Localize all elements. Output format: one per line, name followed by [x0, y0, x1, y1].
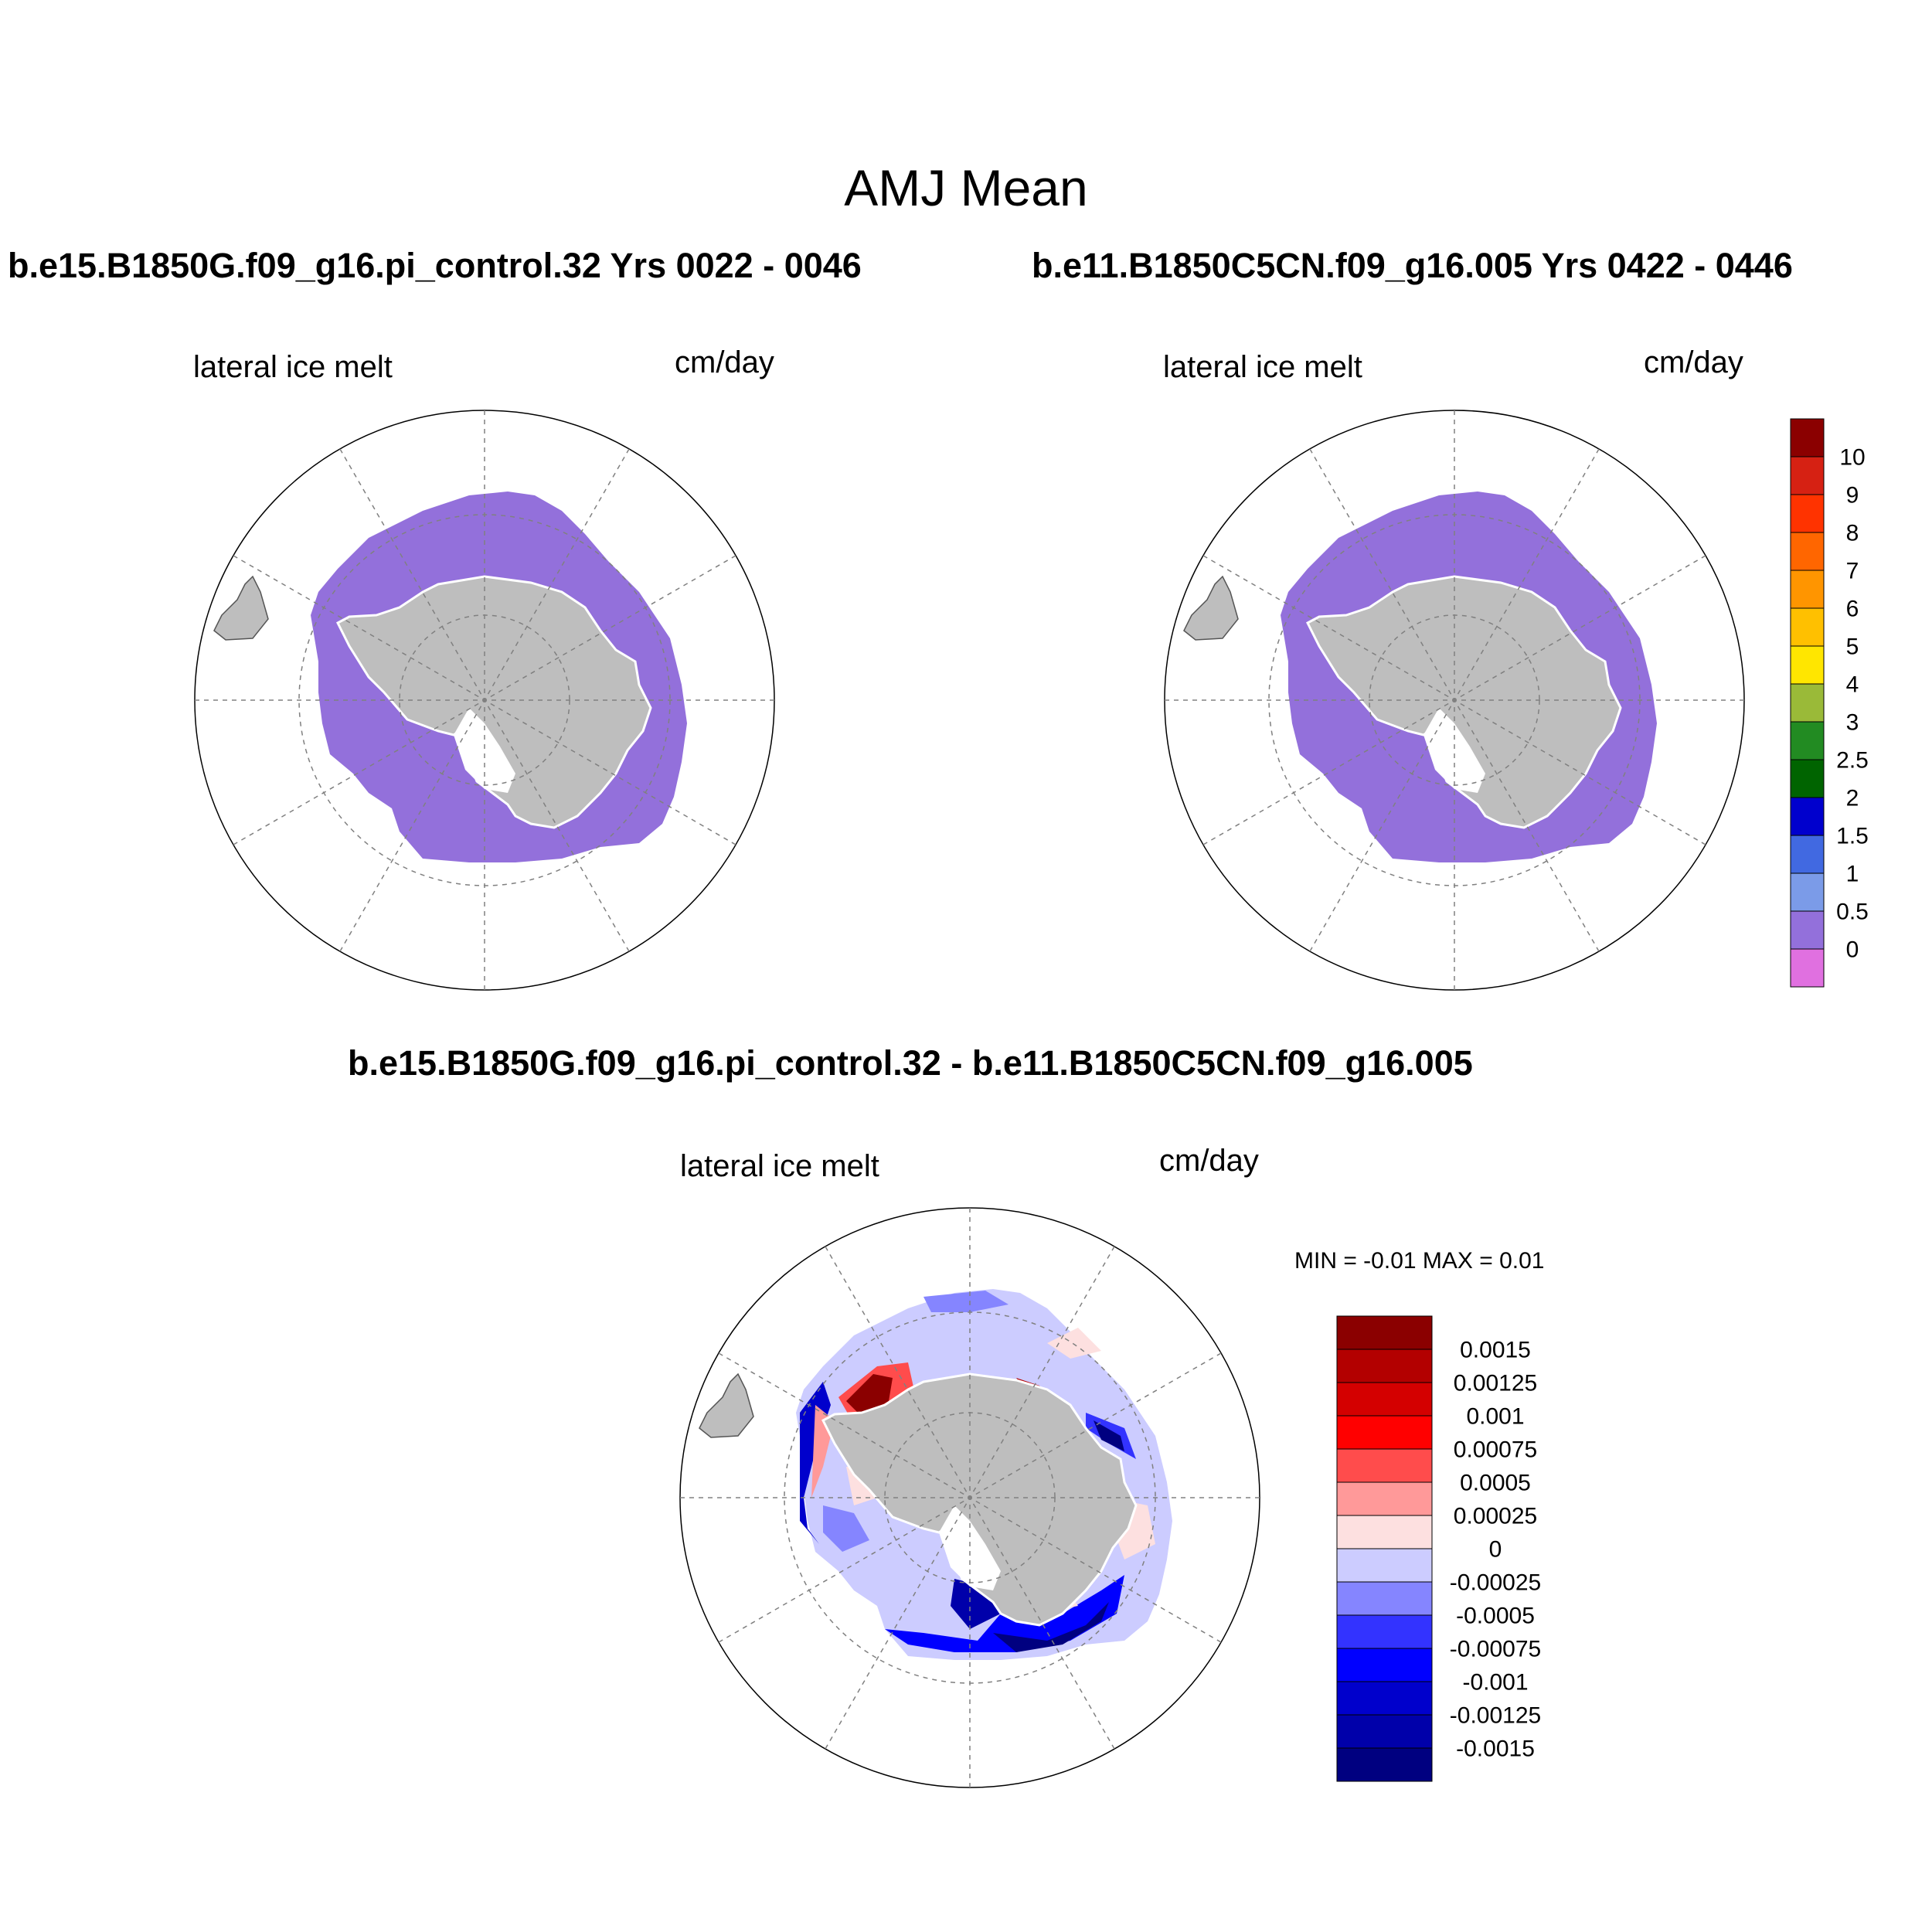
colorbar-main-label: 9 — [1846, 483, 1859, 509]
colorbar-main-label: 1 — [1846, 862, 1859, 887]
panel2-map — [1164, 410, 1745, 991]
colorbar-main-swatch — [1790, 456, 1825, 495]
colorbar-main-label: 1.5 — [1836, 824, 1869, 849]
panel3-min-max: MIN = -0.01 MAX = 0.01 — [1294, 1248, 1545, 1274]
colorbar-diff-label: 0.00025 — [1454, 1504, 1537, 1529]
colorbar-main-swatch — [1790, 721, 1825, 760]
colorbar-diff-label: -0.001 — [1462, 1670, 1528, 1696]
colorbar-diff-label: 0.0005 — [1460, 1471, 1531, 1496]
panel1-variable-label: lateral ice melt — [193, 350, 393, 384]
colorbar-diff-swatch — [1336, 1415, 1433, 1450]
colorbar-diff-swatch — [1336, 1614, 1433, 1649]
panel3-map — [679, 1207, 1260, 1788]
colorbar-main-swatch — [1790, 570, 1825, 609]
panel1-units-label: cm/day — [675, 345, 774, 379]
figure-title: AMJ Mean — [844, 159, 1088, 216]
colorbar-diff-label: 0.00125 — [1454, 1371, 1537, 1396]
panel1-case-title: b.e15.B1850G.f09_g16.pi_control.32 Yrs 0… — [8, 246, 862, 285]
panel1-map — [194, 410, 775, 991]
panel1-graticule — [195, 410, 774, 990]
colorbar-diff-label: -0.00125 — [1450, 1703, 1541, 1729]
colorbar-main-swatch — [1790, 418, 1825, 457]
colorbar-diff-label: 0.001 — [1466, 1404, 1524, 1430]
colorbar-diff-swatch — [1336, 1548, 1433, 1583]
colorbar-diff-swatch — [1336, 1315, 1433, 1350]
colorbar-diff-swatch — [1336, 1581, 1433, 1616]
colorbar-diff-label: 0.00075 — [1454, 1437, 1537, 1463]
colorbar-diff-swatch — [1336, 1747, 1433, 1782]
colorbar-main-label: 7 — [1846, 559, 1859, 584]
colorbar-diff-label: -0.00025 — [1450, 1570, 1541, 1596]
colorbar-diff-swatch — [1336, 1515, 1433, 1549]
colorbar-main-label: 5 — [1846, 634, 1859, 660]
colorbar-main-swatch — [1790, 532, 1825, 571]
colorbar-main-label: 2 — [1846, 786, 1859, 811]
colorbar-main-label: 0.5 — [1836, 900, 1869, 925]
colorbar-diff-label: -0.0005 — [1456, 1604, 1535, 1629]
colorbar-main-label: 10 — [1839, 445, 1865, 471]
colorbar-diff-swatch — [1336, 1481, 1433, 1516]
panel3-units-label: cm/day — [1159, 1144, 1259, 1178]
panel2-variable-label: lateral ice melt — [1163, 350, 1362, 384]
colorbar-main-swatch — [1790, 759, 1825, 798]
colorbar-diff-label: -0.0015 — [1456, 1736, 1535, 1762]
panel3-graticule — [680, 1208, 1260, 1787]
colorbar-diff: 0.0015 0.00125 0.001 0.00075 0.0005 0.00025 0 -… — [1336, 1315, 1541, 1782]
colorbar-diff-swatch — [1336, 1349, 1433, 1383]
colorbar-main-swatch — [1790, 948, 1825, 988]
colorbar-main-label: 4 — [1846, 672, 1859, 698]
panel2-units-label: cm/day — [1644, 345, 1743, 379]
colorbar-diff-label: -0.00075 — [1450, 1637, 1541, 1662]
colorbar-diff-swatch — [1336, 1448, 1433, 1483]
colorbar-main-label: 0 — [1846, 937, 1859, 963]
colorbar-main-label: 3 — [1846, 710, 1859, 736]
colorbar-diff-swatch — [1336, 1681, 1433, 1716]
colorbar-diff-label: 0.0015 — [1460, 1338, 1531, 1363]
panel2-graticule — [1165, 410, 1744, 990]
colorbar-main-label: 2.5 — [1836, 748, 1869, 774]
colorbar-diff-swatch — [1336, 1714, 1433, 1749]
colorbar-main-swatch — [1790, 645, 1825, 685]
panel3-variable-label: lateral ice melt — [680, 1149, 879, 1183]
colorbar-main-swatch — [1790, 683, 1825, 723]
colorbar-main-swatch — [1790, 494, 1825, 533]
panel3-case-title: b.e15.B1850G.f09_g16.pi_control.32 - b.e… — [348, 1043, 1473, 1083]
colorbar-main-label: 6 — [1846, 597, 1859, 622]
colorbar-diff-swatch — [1336, 1648, 1433, 1682]
colorbar-diff-label: 0 — [1489, 1537, 1502, 1563]
panel2-case-title: b.e11.B1850C5CN.f09_g16.005 Yrs 0422 - 0… — [1032, 246, 1793, 285]
colorbar-main-swatch — [1790, 910, 1825, 950]
colorbar-main-swatch — [1790, 872, 1825, 912]
colorbar-main-label: 8 — [1846, 521, 1859, 546]
colorbar-main-swatch — [1790, 835, 1825, 874]
colorbar-main-swatch — [1790, 797, 1825, 836]
colorbar-diff-swatch — [1336, 1382, 1433, 1417]
colorbar-main: 10 9 8 7 6 5 4 3 2.5 2 1.5 1 0.5 0 — [1790, 418, 1869, 988]
colorbar-main-swatch — [1790, 607, 1825, 647]
